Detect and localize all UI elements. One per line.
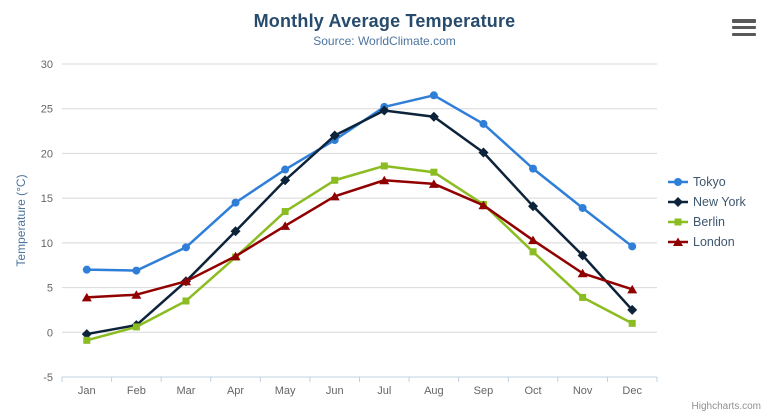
legend: Tokyo New York Berlin London bbox=[668, 172, 746, 252]
data-point-marker[interactable] bbox=[628, 242, 637, 251]
legend-label: London bbox=[693, 235, 735, 249]
data-point-marker[interactable] bbox=[579, 293, 587, 301]
series-line bbox=[85, 94, 634, 272]
chart-subtitle: Source: WorldClimate.com bbox=[313, 34, 456, 48]
data-point-marker[interactable] bbox=[180, 276, 191, 286]
data-point-marker[interactable] bbox=[329, 191, 340, 201]
legend-item-london[interactable]: London bbox=[668, 232, 746, 252]
x-axis-tick-label: Feb bbox=[127, 385, 146, 397]
x-axis-tick-label: Jun bbox=[326, 385, 344, 397]
x-axis-tick-label: Oct bbox=[524, 385, 541, 397]
data-point-marker[interactable] bbox=[478, 147, 489, 158]
data-point-marker[interactable] bbox=[429, 91, 438, 100]
data-point-marker[interactable] bbox=[673, 237, 683, 247]
data-point-marker[interactable] bbox=[329, 130, 340, 141]
data-point-marker[interactable] bbox=[379, 175, 390, 185]
data-point-marker[interactable] bbox=[380, 162, 388, 170]
y-axis-tick-label: 5 bbox=[47, 283, 53, 295]
x-axis-tick-label: Dec bbox=[622, 385, 642, 397]
x-axis-tick-label: Jan bbox=[78, 385, 96, 397]
data-point-marker[interactable] bbox=[577, 268, 588, 278]
data-point-marker[interactable] bbox=[674, 218, 682, 226]
data-point-marker[interactable] bbox=[280, 175, 291, 186]
x-axis-tick-label: Aug bbox=[424, 385, 444, 397]
data-point-marker[interactable] bbox=[379, 105, 390, 116]
data-point-marker[interactable] bbox=[673, 197, 683, 207]
y-axis-tick-label: 0 bbox=[47, 327, 53, 339]
legend-label: Tokyo bbox=[693, 175, 726, 189]
data-point-marker[interactable] bbox=[82, 265, 91, 274]
data-point-marker[interactable] bbox=[230, 251, 241, 261]
y-axis-tick-label: 25 bbox=[41, 104, 53, 116]
series-tokyo[interactable] bbox=[82, 91, 637, 275]
y-axis-tick-label: 30 bbox=[41, 59, 53, 71]
data-point-marker[interactable] bbox=[428, 179, 439, 188]
legend-label: New York bbox=[693, 195, 746, 209]
data-point-marker[interactable] bbox=[529, 164, 538, 173]
series-line bbox=[85, 179, 634, 299]
data-point-marker[interactable] bbox=[132, 323, 140, 331]
series-london[interactable] bbox=[81, 175, 638, 302]
data-point-marker[interactable] bbox=[132, 266, 141, 275]
y-axis-tick-label: 20 bbox=[41, 148, 53, 160]
legend-marker-icon bbox=[668, 197, 688, 207]
data-point-marker[interactable] bbox=[627, 304, 638, 315]
data-point-marker[interactable] bbox=[81, 292, 92, 302]
legend-marker-icon bbox=[668, 237, 688, 247]
data-point-marker[interactable] bbox=[281, 165, 290, 174]
export-menu-button[interactable] bbox=[732, 19, 756, 36]
legend-label: Berlin bbox=[693, 215, 725, 229]
data-point-marker[interactable] bbox=[131, 290, 142, 299]
y-axis-tick-label: 10 bbox=[41, 238, 53, 250]
data-point-marker[interactable] bbox=[529, 248, 537, 256]
series-new-york[interactable] bbox=[81, 105, 638, 340]
x-axis-tick-label: Mar bbox=[176, 385, 195, 397]
y-axis-tick-label: 15 bbox=[41, 193, 53, 205]
data-point-marker[interactable] bbox=[628, 319, 636, 327]
data-point-marker[interactable] bbox=[577, 250, 588, 261]
chart-title: Monthly Average Temperature bbox=[253, 11, 516, 31]
x-axis-tick-label: Sep bbox=[474, 385, 494, 397]
data-point-marker[interactable] bbox=[280, 221, 291, 230]
x-axis-tick-label: Jul bbox=[377, 385, 391, 397]
data-point-marker[interactable] bbox=[528, 235, 539, 245]
data-point-marker[interactable] bbox=[331, 176, 339, 184]
data-point-marker[interactable] bbox=[479, 119, 488, 128]
data-point-marker[interactable] bbox=[627, 284, 638, 294]
series-line bbox=[85, 109, 634, 336]
highcharts-credit-link[interactable]: Highcharts.com bbox=[691, 401, 761, 412]
hamburger-menu-icon bbox=[732, 32, 756, 36]
data-point-marker[interactable] bbox=[478, 200, 489, 210]
legend-item-berlin[interactable]: Berlin bbox=[668, 212, 746, 232]
legend-marker-icon bbox=[668, 218, 688, 226]
x-axis-tick-label: May bbox=[275, 385, 296, 397]
data-point-marker[interactable] bbox=[578, 203, 587, 212]
data-point-marker[interactable] bbox=[674, 178, 682, 186]
data-point-marker[interactable] bbox=[231, 198, 240, 207]
data-point-marker[interactable] bbox=[281, 208, 289, 216]
series-line bbox=[85, 164, 634, 342]
hamburger-menu-icon bbox=[732, 25, 756, 30]
x-axis-tick-label: Nov bbox=[573, 385, 593, 397]
data-point-marker[interactable] bbox=[430, 168, 438, 176]
data-point-marker[interactable] bbox=[81, 329, 92, 340]
y-axis-title: Temperature (°C) bbox=[14, 174, 28, 266]
y-axis-tick-label: -5 bbox=[43, 372, 53, 384]
hamburger-menu-icon bbox=[732, 19, 756, 23]
legend-item-tokyo[interactable]: Tokyo bbox=[668, 172, 746, 192]
data-point-marker[interactable] bbox=[182, 297, 190, 305]
legend-marker-icon bbox=[668, 178, 688, 186]
data-point-marker[interactable] bbox=[230, 226, 241, 237]
data-point-marker[interactable] bbox=[83, 336, 91, 344]
legend-item-new-york[interactable]: New York bbox=[668, 192, 746, 212]
data-point-marker[interactable] bbox=[181, 243, 190, 252]
data-point-marker[interactable] bbox=[528, 201, 539, 212]
data-point-marker[interactable] bbox=[428, 111, 439, 122]
x-axis-tick-label: Apr bbox=[227, 385, 244, 397]
